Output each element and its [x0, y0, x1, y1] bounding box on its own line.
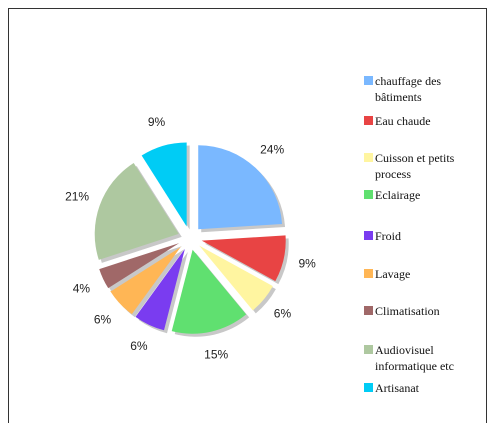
legend-label: Artisanat [375, 381, 419, 395]
data-label: 15% [204, 347, 228, 361]
data-label: 21% [65, 190, 89, 204]
legend-item: Lavage [364, 266, 486, 282]
legend-label: Froid [375, 229, 402, 243]
data-label: 6% [130, 339, 148, 353]
legend-label: Eclairage [375, 188, 421, 202]
data-label: 24% [260, 143, 284, 157]
data-label: 4% [73, 281, 91, 295]
legend-swatch [364, 76, 373, 85]
legend-item: Eau chaude [364, 113, 486, 129]
slice [201, 235, 286, 282]
legend-item: Cuisson et petits process [364, 150, 486, 182]
legend-label: Lavage [375, 267, 411, 281]
legend-swatch [364, 231, 373, 240]
legend-swatch [364, 153, 373, 162]
legend-label: Eau chaude [375, 114, 431, 128]
frame [8, 8, 487, 423]
legend-swatch [364, 116, 373, 125]
legend-label: Cuisson et petits process [375, 151, 455, 181]
slice [135, 248, 185, 331]
legend-item: Froid [364, 228, 486, 244]
legend-item: Audiovisuel informatique etc [364, 342, 486, 374]
legend-label: Climatisation [375, 304, 440, 318]
slice [94, 163, 179, 260]
legend-item: Artisanat [364, 380, 486, 396]
legend-item: chauffage des bâtiments [364, 73, 486, 105]
slice [198, 145, 283, 230]
slice [110, 246, 182, 315]
legend-swatch [364, 306, 373, 315]
legend-item: Climatisation [364, 303, 486, 319]
data-label: 9% [148, 115, 166, 129]
slice [141, 142, 187, 227]
legend-swatch [364, 345, 373, 354]
data-label: 6% [274, 307, 292, 321]
data-label: 6% [94, 312, 112, 326]
legend-swatch [364, 383, 373, 392]
slice [171, 249, 247, 334]
slice [199, 245, 273, 311]
legend-swatch [364, 269, 373, 278]
legend-label: Audiovisuel informatique etc [375, 343, 454, 373]
legend-label: chauffage des bâtiments [375, 74, 442, 104]
data-label: 9% [298, 256, 316, 270]
legend-item: Eclairage [364, 187, 486, 203]
slice-shadow [102, 246, 183, 292]
slice [99, 243, 180, 289]
legend-swatch [364, 190, 373, 199]
